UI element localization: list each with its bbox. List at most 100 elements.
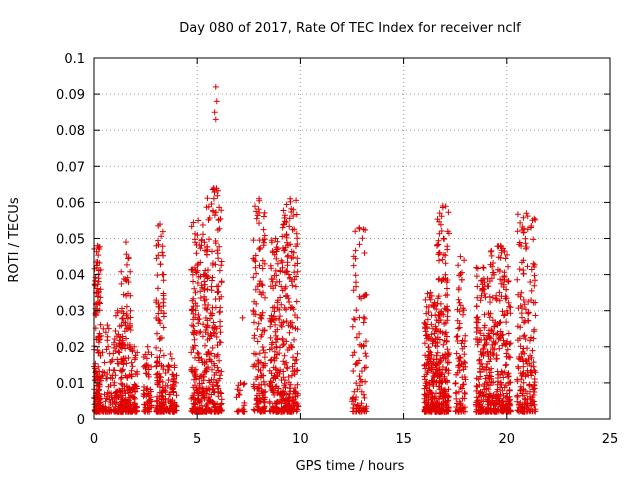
data-point	[253, 215, 260, 222]
data-point	[530, 386, 537, 393]
data-point	[104, 322, 111, 329]
data-point	[109, 401, 116, 408]
data-point	[274, 260, 281, 267]
data-point	[204, 244, 210, 250]
data-point	[477, 389, 484, 396]
data-point	[259, 265, 266, 272]
data-point	[505, 278, 512, 284]
data-point	[215, 283, 222, 290]
data-point	[97, 321, 104, 328]
data-point	[201, 278, 208, 285]
data-point	[286, 274, 293, 281]
data-point	[254, 385, 261, 392]
data-point	[188, 407, 195, 414]
data-point	[507, 304, 514, 311]
data-point	[456, 320, 463, 327]
data-point	[428, 331, 435, 338]
data-point	[272, 375, 279, 382]
data-point	[211, 360, 217, 367]
data-point	[203, 390, 210, 397]
data-point	[128, 408, 135, 415]
data-point	[294, 326, 301, 333]
data-point	[214, 342, 221, 349]
data-point	[456, 308, 463, 315]
data-point	[203, 296, 209, 303]
data-point	[257, 244, 264, 251]
data-point	[194, 349, 201, 356]
data-point	[116, 349, 123, 356]
data-point	[273, 408, 280, 415]
data-point	[517, 303, 524, 309]
data-point	[280, 245, 286, 251]
data-point	[425, 407, 432, 414]
data-point	[495, 254, 502, 261]
data-point	[119, 381, 126, 388]
data-point	[358, 388, 365, 395]
data-point	[493, 408, 499, 415]
data-point	[123, 325, 130, 332]
data-point	[261, 239, 267, 246]
data-point	[528, 372, 535, 379]
data-point	[461, 374, 468, 380]
data-point	[440, 393, 447, 400]
data-point	[268, 356, 275, 363]
data-point	[258, 408, 265, 415]
data-point	[478, 397, 485, 403]
data-point	[95, 275, 102, 282]
data-point	[158, 392, 165, 399]
data-point	[491, 323, 498, 330]
data-point	[105, 325, 112, 332]
data-point	[456, 272, 463, 279]
data-point	[520, 333, 527, 340]
data-point	[267, 262, 274, 269]
x-tick-label: 20	[499, 432, 516, 447]
data-point	[440, 276, 447, 282]
data-point	[188, 349, 195, 356]
data-point	[356, 382, 363, 389]
data-point	[118, 368, 125, 375]
data-point	[453, 395, 460, 402]
data-point	[190, 278, 196, 285]
data-point	[104, 393, 111, 400]
data-point	[209, 274, 216, 281]
data-point	[256, 209, 263, 216]
data-point	[281, 247, 287, 254]
data-point	[445, 370, 452, 377]
data-point	[105, 343, 112, 350]
data-point	[195, 217, 202, 224]
data-point	[473, 303, 480, 310]
data-point	[94, 242, 101, 249]
data-point	[124, 261, 130, 268]
data-point	[160, 292, 167, 299]
data-point	[268, 319, 275, 325]
data-point	[436, 210, 443, 217]
data-point	[282, 285, 288, 292]
data-point	[197, 273, 204, 280]
data-point	[532, 312, 539, 319]
data-point	[258, 291, 265, 298]
data-point	[120, 276, 127, 282]
data-point	[128, 367, 135, 374]
data-point	[199, 359, 206, 366]
data-point	[525, 298, 532, 305]
data-point	[501, 384, 508, 391]
data-point	[294, 367, 301, 374]
data-point	[212, 83, 219, 90]
data-point	[114, 360, 121, 367]
data-point	[294, 241, 301, 247]
data-point	[424, 325, 431, 332]
data-point	[455, 364, 462, 371]
data-point	[496, 345, 503, 352]
data-point	[457, 253, 464, 260]
data-point	[503, 319, 510, 326]
data-point	[270, 313, 277, 320]
data-point	[127, 268, 134, 275]
data-point	[350, 368, 357, 374]
data-point	[204, 286, 211, 293]
data-point	[145, 366, 152, 373]
data-point	[476, 390, 483, 397]
data-point	[207, 356, 214, 363]
data-point	[441, 408, 448, 415]
data-point	[261, 327, 268, 334]
